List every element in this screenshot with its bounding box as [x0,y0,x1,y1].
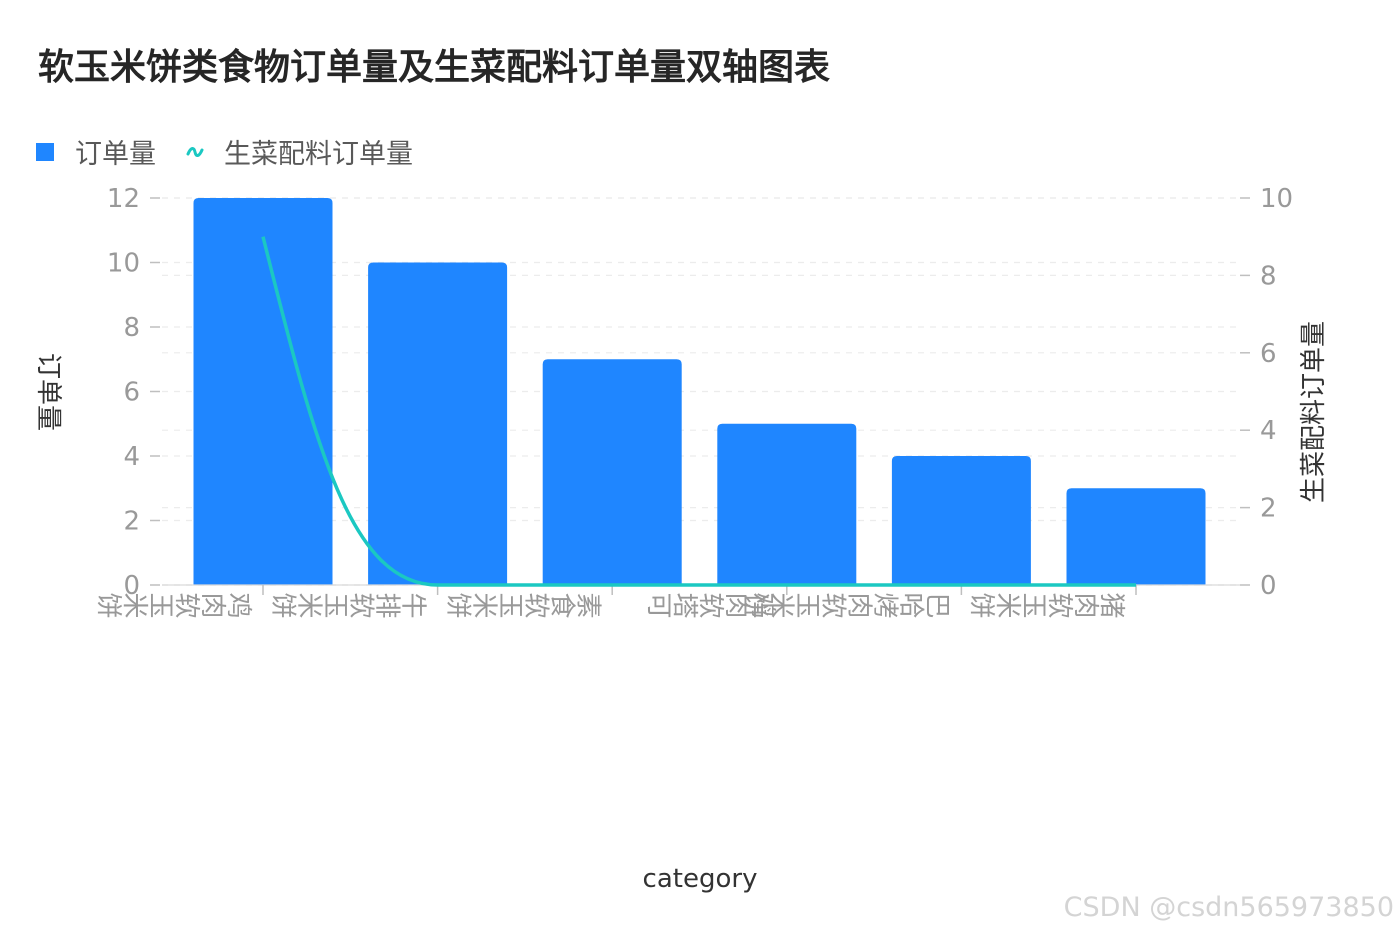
x-tick-label: 鸡肉软玉米饼 [97,588,253,618]
x-axis-title: category [643,864,758,894]
legend-label-line-series: 生菜配料订单量 [224,139,413,170]
y-tick-label-left: 12 [107,184,140,214]
y-tick-label-right: 4 [1260,416,1277,446]
y-tick-label-right: 8 [1260,261,1277,291]
legend-item-bar-series[interactable]: 订单量 [36,132,156,171]
bar-牛排软玉米饼 [368,262,508,585]
y-tick-label-right: 6 [1260,339,1277,369]
legend-item-line-series[interactable]: 生菜配料订单量 [186,132,413,171]
y-tick-label-left: 2 [123,507,140,537]
y-tick-label-right: 0 [1260,571,1277,601]
bar-猪肉软玉米饼 [1066,488,1206,585]
y-tick-label-left: 0 [123,571,140,601]
bar-鸡肉软玉米饼 [193,198,333,585]
y-axis-title-left: 订单量 [33,353,63,431]
x-tick-label: 素食软玉米饼 [446,588,602,618]
x-tick-label: 巴哈烤肉软玉米饼 [743,588,951,618]
line-series-path [261,236,1136,587]
chart-title: 软玉米饼类食物订单量及生菜配料订单量双轴图表 [38,47,831,88]
chart-legend: 订单量 生菜配料订单量 [36,132,443,171]
legend-bar-swatch [36,142,54,161]
y-tick-label-right: 10 [1260,184,1293,214]
y-tick-label-right: 2 [1260,494,1277,524]
legend-label-bar-series: 订单量 [75,139,156,170]
y-tick-label-left: 8 [123,313,140,343]
x-tick-label: 猪肉软玉米饼 [970,588,1126,618]
watermark: CSDN @csdn565973850 [1063,892,1394,923]
y-axis-title-right: 生菜配料订单量 [1299,321,1329,503]
bar-素食软玉米饼 [542,359,682,585]
x-tick-label: 鸡肉软塔可 [647,588,777,618]
legend-line-swatch [186,143,204,161]
bar-鸡肉软塔可 [717,423,857,585]
bar-巴哈烤肉软玉米饼 [891,456,1031,585]
y-tick-label-left: 6 [123,378,140,408]
y-tick-label-left: 4 [123,442,140,472]
x-tick-label: 牛排软玉米饼 [272,588,428,618]
y-tick-label-left: 10 [107,249,140,279]
